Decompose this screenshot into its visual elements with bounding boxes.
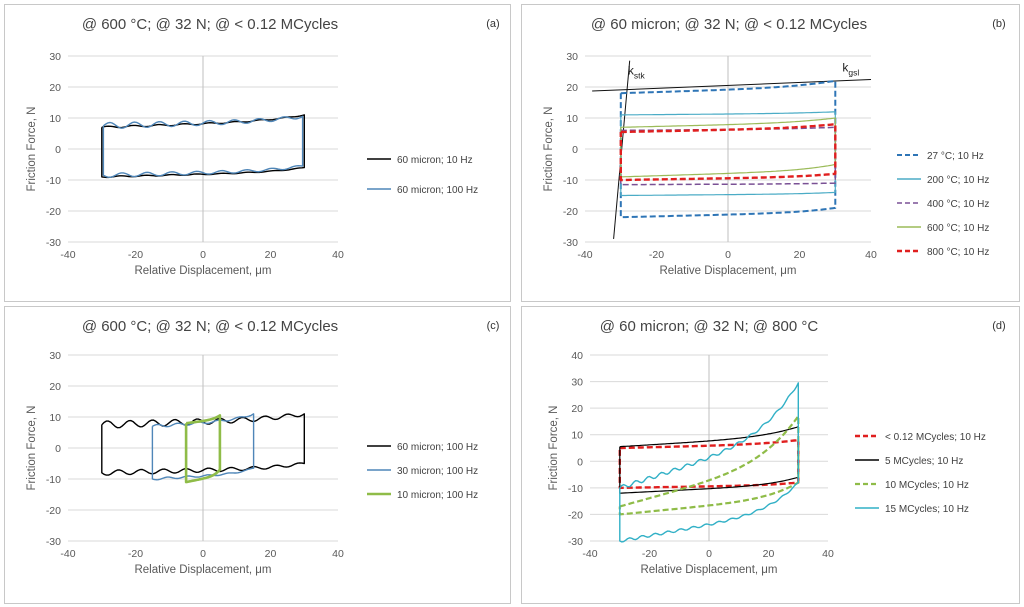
y-tick-label: 40 [571,350,583,362]
x-tick-label: -20 [642,548,657,560]
panel-label: (d) [992,320,1005,332]
series-line [184,414,222,484]
panel-label: (a) [486,18,499,30]
x-tick-label: 40 [332,548,344,560]
legend-entry: 600 °C; 10 Hz [927,223,989,234]
y-tick-label: 30 [49,350,61,362]
panel-label: (b) [992,18,1005,30]
y-tick-label: 20 [571,403,583,415]
y-axis-label: Friction Force, N [26,107,38,192]
panel-label: (c) [487,320,500,332]
y-axis-label: Friction Force, N [543,107,555,192]
y-tick-label: -20 [563,206,578,218]
chart-svg: @ 60 micron; @ 32 N; @ 800 °C (d) 40 30 20 10… [548,318,1006,576]
series-line [619,382,799,543]
y-tick-label: 0 [572,144,578,156]
x-tick-label: 0 [200,249,206,261]
x-tick-label: 0 [706,548,712,560]
chart-svg: @ 600 °C; @ 32 N; @ < 0.12 MCycles (c) 30 2… [26,318,500,576]
legend-entry: 27 °C; 10 Hz [927,151,984,162]
legend-entry: 200 °C; 10 Hz [927,175,989,186]
x-axis-label: Relative Displacement, μm [134,265,271,277]
y-tick-label: 0 [55,443,61,455]
y-tick-label: -10 [46,175,61,187]
series-line [620,111,836,197]
x-tick-label: 0 [200,548,206,560]
y-tick-label: -30 [568,536,583,548]
y-tick-label: -20 [568,509,583,521]
x-tick-label: 40 [865,249,877,261]
chart-panel-d: @ 60 micron; @ 32 N; @ 800 °C (d) 40 30 20 10… [521,306,1020,604]
x-tick-label: -40 [577,249,592,261]
x-tick-label: -20 [649,249,664,261]
y-tick-label: -20 [46,505,61,517]
y-tick-label: 30 [566,51,578,63]
x-tick-label: -20 [128,548,143,560]
y-axis-label: Friction Force, N [548,406,560,491]
legend-entry: 5 MCycles; 10 Hz [885,456,963,467]
stiffness-line [592,79,872,92]
legend-entry: 30 micron; 100 Hz [397,466,478,477]
chart-svg: @ 600 °C; @ 32 N; @ < 0.12 MCycles (a) 30 2… [26,16,500,277]
y-tick-label: -30 [46,237,61,249]
series-line [619,122,837,182]
x-tick-label: 20 [794,249,806,261]
y-tick-label: 0 [55,144,61,156]
legend-entry: 10 MCycles; 10 Hz [885,480,969,491]
y-tick-label: 30 [571,377,583,389]
chart-svg: @ 60 micron; @ 32 N; @ < 0.12 MCycles (b)… [543,16,1006,277]
series-line [101,413,305,476]
x-tick-label: 20 [265,249,277,261]
y-tick-label: 10 [566,113,578,125]
chart-panel-a: @ 600 °C; @ 32 N; @ < 0.12 MCycles (a) 30 2… [4,4,511,302]
x-tick-label: -40 [60,249,75,261]
legend-entry: 15 MCycles; 10 Hz [885,504,969,515]
x-axis-label: Relative Displacement, μm [134,564,271,576]
y-tick-label: 10 [571,430,583,442]
y-tick-label: -10 [46,474,61,486]
legend-entry: 800 °C; 10 Hz [927,247,989,258]
series-line [619,79,837,219]
y-tick-label: 0 [577,456,583,468]
legend-entry: 60 micron; 10 Hz [397,155,473,166]
y-tick-label: -10 [568,483,583,495]
legend-entry: 60 micron; 100 Hz [397,442,478,453]
series-line [102,115,304,179]
y-tick-label: 20 [49,381,61,393]
y-tick-label: 20 [566,82,578,94]
y-tick-label: -20 [46,206,61,218]
x-tick-label: 0 [725,249,731,261]
legend-entry: 400 °C; 10 Hz [927,199,989,210]
y-tick-label: -30 [46,536,61,548]
x-axis-label: Relative Displacement, μm [640,564,777,576]
y-tick-label: -10 [563,175,578,187]
y-tick-label: 30 [49,51,61,63]
x-tick-label: 40 [822,548,834,560]
x-tick-label: -40 [582,548,597,560]
x-tick-label: 20 [265,548,277,560]
y-axis-label: Friction Force, N [26,406,38,491]
chart-title: @ 60 micron; @ 32 N; @ < 0.12 MCycles [591,16,867,33]
x-tick-label: -40 [60,548,75,560]
x-tick-label: 20 [763,548,775,560]
x-tick-label: 40 [332,249,344,261]
y-tick-label: 10 [49,412,61,424]
x-tick-label: -20 [128,249,143,261]
chart-panel-c: @ 600 °C; @ 32 N; @ < 0.12 MCycles (c) 30 2… [4,306,511,604]
y-tick-label: 10 [49,113,61,125]
chart-title: @ 600 °C; @ 32 N; @ < 0.12 MCycles [82,16,338,33]
annotation-label: kstk [628,64,646,81]
legend-entry: 10 micron; 100 Hz [397,490,478,501]
legend-entry: 60 micron; 100 Hz [397,185,478,196]
y-tick-label: -30 [563,237,578,249]
chart-title: @ 600 °C; @ 32 N; @ < 0.12 MCycles [82,318,338,335]
chart-panel-b: @ 60 micron; @ 32 N; @ < 0.12 MCycles (b)… [521,4,1020,302]
legend-entry: < 0.12 MCycles; 10 Hz [885,432,986,443]
x-axis-label: Relative Displacement, μm [659,265,796,277]
y-tick-label: 20 [49,82,61,94]
chart-title: @ 60 micron; @ 32 N; @ 800 °C [600,318,819,335]
annotation-label: kgsl [842,61,859,78]
